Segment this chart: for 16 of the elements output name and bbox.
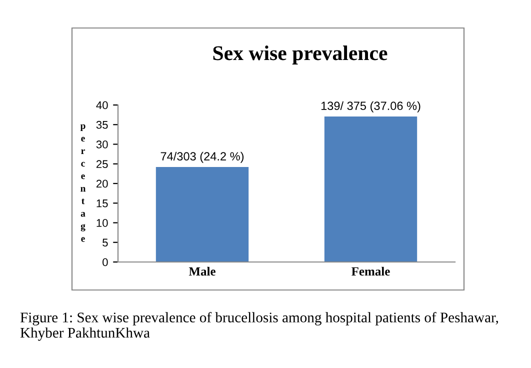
caption: Figure 1: Sex wise prevalence of brucellosis among hospital patients of Peshawar, Khyber PakhtunKhwa [20, 312, 498, 341]
y-tick-label: 40 [96, 101, 108, 110]
y-tick-label: 0 [102, 258, 108, 266]
chart-title: Sex wise prevalence [213, 46, 388, 64]
y-tick-label: 35 [96, 120, 108, 129]
data-label: 139/ 375 (37.06 %) [321, 101, 420, 112]
y-tick-label: 5 [102, 238, 108, 247]
x-tick-label: Male [188, 266, 216, 276]
text: percentage [80, 124, 86, 242]
y-tick-label: 25 [96, 160, 108, 168]
y-tick-label: 15 [96, 200, 108, 208]
y-tick-label: 20 [96, 180, 108, 188]
y-tick-label: 10 [96, 219, 108, 227]
data-label: 74/303 (24.2 %) [160, 152, 244, 163]
x-tick-label: Female [352, 266, 390, 276]
y-tick-label: 30 [96, 140, 108, 148]
